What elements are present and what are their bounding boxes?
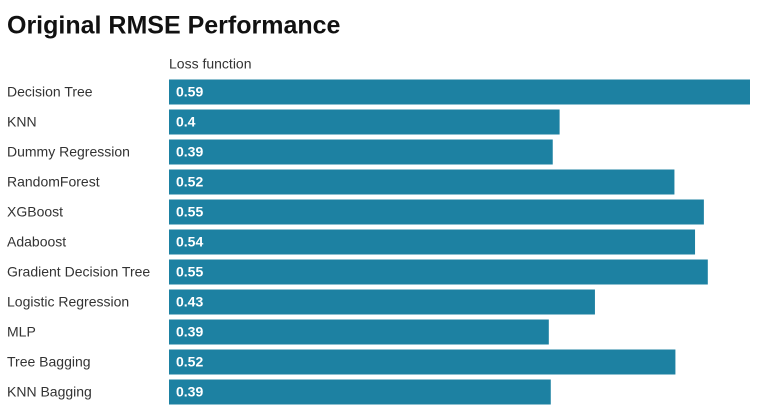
bar — [169, 259, 708, 285]
value-label: 0.39 — [176, 144, 203, 160]
bar — [169, 109, 560, 135]
category-label: Dummy Regression — [7, 144, 130, 160]
category-label: XGBoost — [7, 204, 63, 220]
value-label: 0.52 — [176, 174, 203, 190]
category-label: Adaboost — [7, 234, 66, 250]
category-label: Logistic Regression — [7, 294, 129, 310]
value-label: 0.55 — [176, 204, 203, 220]
category-label: Gradient Decision Tree — [7, 264, 150, 280]
category-label: KNN — [7, 114, 37, 130]
value-label: 0.39 — [176, 384, 203, 400]
category-label: KNN Bagging — [7, 384, 92, 400]
bar — [169, 79, 750, 105]
column-header: Loss function — [169, 56, 252, 72]
category-label: MLP — [7, 324, 36, 340]
chart-title: Original RMSE Performance — [7, 12, 341, 40]
bar — [169, 229, 696, 255]
value-label: 0.4 — [176, 114, 196, 130]
bar — [169, 349, 676, 375]
bar — [169, 139, 553, 165]
category-label: Tree Bagging — [7, 354, 91, 370]
value-label: 0.59 — [176, 84, 203, 100]
bar — [169, 169, 675, 195]
bar — [169, 289, 595, 315]
bar — [169, 379, 551, 405]
value-label: 0.52 — [176, 354, 203, 370]
category-label: Decision Tree — [7, 84, 93, 100]
category-label: RandomForest — [7, 174, 100, 190]
value-label: 0.39 — [176, 324, 203, 340]
value-label: 0.54 — [176, 234, 203, 250]
bar — [169, 319, 549, 345]
value-label: 0.43 — [176, 294, 203, 310]
value-label: 0.55 — [176, 264, 203, 280]
bar — [169, 199, 704, 225]
